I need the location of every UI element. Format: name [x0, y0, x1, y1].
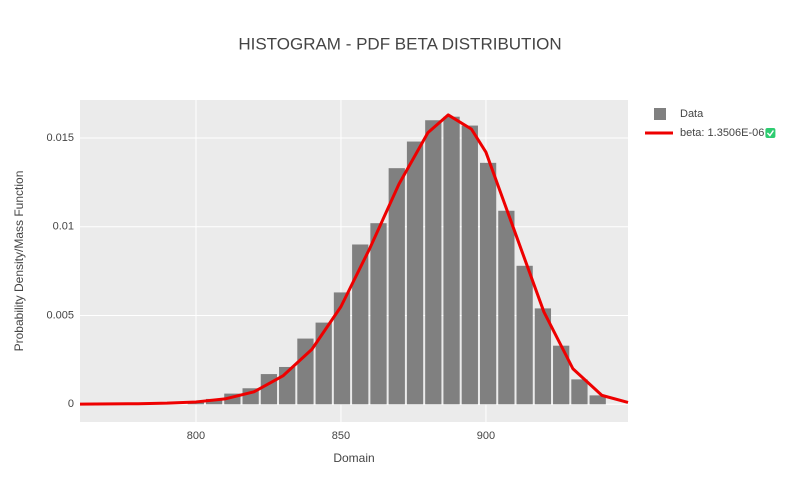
bar: [388, 168, 405, 405]
y-tick-label: 0: [68, 398, 74, 410]
bar: [516, 265, 533, 405]
bar: [333, 292, 351, 405]
y-axis-title: Probability Density/Mass Function: [12, 171, 26, 352]
y-tick-label: 0.005: [46, 309, 74, 321]
bar: [443, 116, 460, 405]
bar: [534, 308, 552, 405]
y-tick-label: 0.015: [46, 132, 74, 144]
bar: [461, 125, 478, 405]
bar: [205, 398, 223, 405]
x-tick-label: 900: [477, 430, 495, 442]
bar: [571, 379, 588, 405]
bar: [589, 395, 606, 405]
check-mark: [766, 130, 775, 137]
bar: [352, 244, 369, 405]
bar: [315, 322, 332, 405]
line: [79, 113, 629, 406]
x-tick-label: 800: [187, 430, 205, 442]
bar: [479, 162, 497, 405]
legend-swatch[interactable]: [654, 108, 666, 120]
x-tick-label: 850: [332, 430, 350, 442]
bar: [297, 338, 314, 405]
check-icon: [765, 128, 776, 138]
bar: [498, 210, 515, 405]
bar: [425, 120, 442, 405]
legend-label[interactable]: Data: [680, 108, 704, 120]
x-axis-title: Domain: [333, 451, 374, 465]
y-tick-label: 0.01: [53, 221, 74, 233]
legend-label[interactable]: beta: 1.3506E-06: [680, 127, 764, 139]
bar: [553, 345, 570, 405]
bar: [370, 223, 387, 405]
chart-title: HISTOGRAM - PDF BETA DISTRIBUTION: [238, 34, 561, 53]
bar: [406, 141, 424, 405]
bar: [224, 393, 241, 405]
bar: [260, 374, 278, 405]
